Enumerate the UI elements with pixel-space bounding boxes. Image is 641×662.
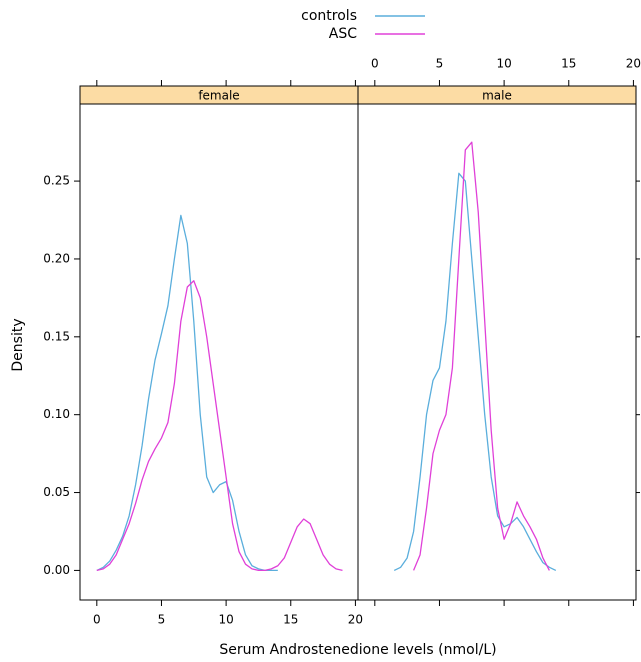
legend-label: controls: [301, 8, 357, 24]
panel-title: female: [198, 89, 239, 103]
y-tick-label: 0.15: [43, 329, 70, 343]
panel-title: male: [482, 89, 512, 103]
x-tick-label: 5: [158, 613, 166, 627]
legend-label: ASC: [329, 26, 357, 42]
density-line: [412, 141, 550, 571]
x-axis-title: Serum Androstenedione levels (nmol/L): [219, 642, 496, 658]
density-line: [96, 280, 343, 572]
x-tick-label: 10: [218, 613, 233, 627]
y-axis-title: Density: [10, 318, 26, 371]
density-line: [393, 172, 557, 571]
x-tick-label: 0: [93, 613, 101, 627]
x-tick-label: 0: [371, 57, 379, 71]
y-tick-label: 0.20: [43, 251, 70, 265]
x-tick-label: 15: [283, 613, 298, 627]
y-tick-label: 0.25: [43, 174, 70, 188]
y-tick-label: 0.10: [43, 407, 70, 421]
x-tick-label: 20: [626, 57, 641, 71]
y-tick-label: 0.05: [43, 485, 70, 499]
x-tick-label: 15: [561, 57, 576, 71]
panel-frame: [79, 103, 359, 601]
x-tick-label: 20: [348, 613, 363, 627]
panel-frame: [357, 103, 637, 601]
x-tick-label: 10: [496, 57, 511, 71]
density-line: [96, 214, 278, 572]
x-tick-label: 5: [436, 57, 444, 71]
y-tick-label: 0.00: [43, 563, 70, 577]
